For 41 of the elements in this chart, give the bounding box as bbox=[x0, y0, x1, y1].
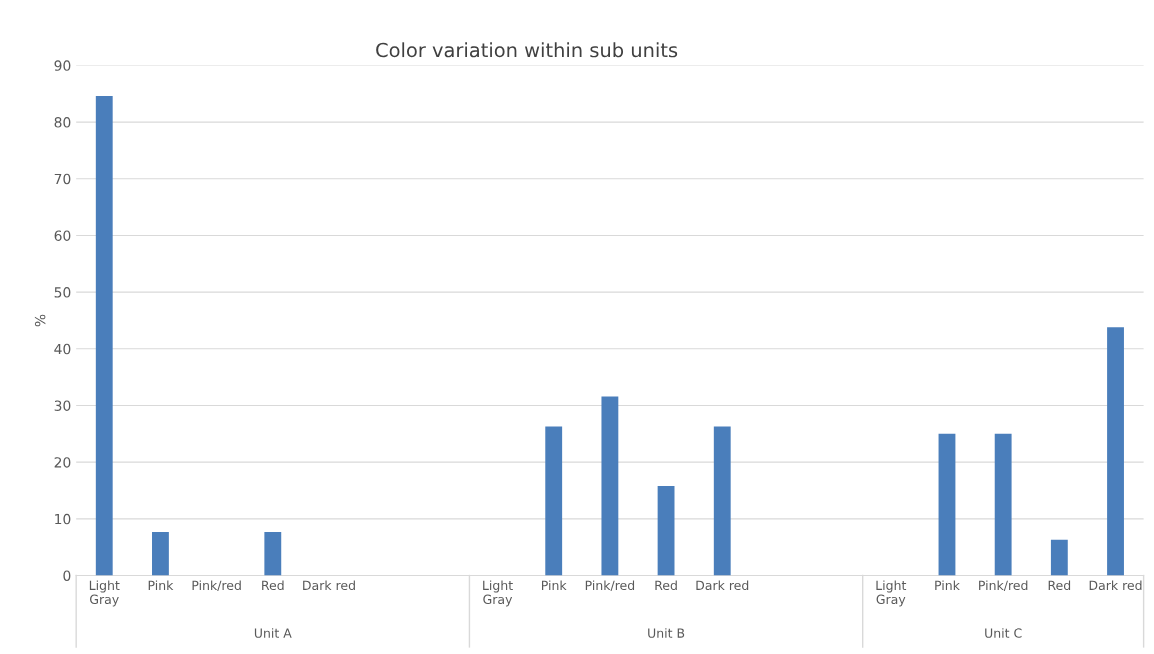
x-tick-label: Light Gray bbox=[876, 580, 907, 607]
x-tick-label: Light Gray bbox=[89, 580, 120, 607]
x-tick-label: Pink bbox=[935, 580, 960, 590]
x-tick-label: Red bbox=[655, 580, 677, 591]
x-tick-label: Pink bbox=[148, 580, 174, 590]
bar bbox=[601, 396, 619, 576]
x-tick-label: Dark red bbox=[696, 580, 749, 591]
bar bbox=[657, 485, 675, 576]
y-tick-label: 40 bbox=[54, 343, 71, 355]
x-tick-label: Red bbox=[262, 580, 284, 591]
x-tick-label: Pink bbox=[541, 580, 567, 590]
y-tick-label: 30 bbox=[54, 400, 71, 411]
x-tick-label: Pink/red bbox=[585, 580, 635, 592]
bar bbox=[1050, 539, 1068, 576]
y-tick-label: 60 bbox=[54, 230, 71, 241]
bar bbox=[1107, 327, 1124, 576]
bar bbox=[95, 96, 113, 576]
y-tick-label: 20 bbox=[54, 457, 71, 468]
x-tick-label: Pink/red bbox=[192, 580, 241, 592]
bar bbox=[938, 433, 956, 576]
x-tick-label: Dark red bbox=[1089, 580, 1142, 591]
text: Unit C bbox=[985, 628, 1022, 638]
y-tick-label: 80 bbox=[54, 117, 71, 128]
bar bbox=[545, 426, 563, 576]
x-tick-label: Red bbox=[1048, 580, 1071, 591]
x-tick-label: Light Gray bbox=[483, 580, 513, 607]
y-tick-label: 50 bbox=[54, 287, 71, 298]
x-tick-label: Pink/red bbox=[979, 580, 1028, 592]
bar bbox=[994, 433, 1012, 576]
bar bbox=[713, 426, 731, 576]
x-tick-label: Dark red bbox=[303, 580, 355, 591]
bar bbox=[152, 531, 169, 576]
y-axis-title: % bbox=[34, 314, 46, 327]
y-tick-label: 70 bbox=[54, 173, 71, 185]
y-tick-label: 10 bbox=[55, 513, 71, 525]
text: Unit A bbox=[254, 628, 292, 638]
y-tick-label: 90 bbox=[54, 60, 71, 71]
bar bbox=[264, 531, 282, 576]
y-tick-label: 0 bbox=[63, 570, 71, 581]
chart-title: Color variation within sub units bbox=[376, 42, 678, 58]
text: Unit B bbox=[648, 628, 685, 638]
